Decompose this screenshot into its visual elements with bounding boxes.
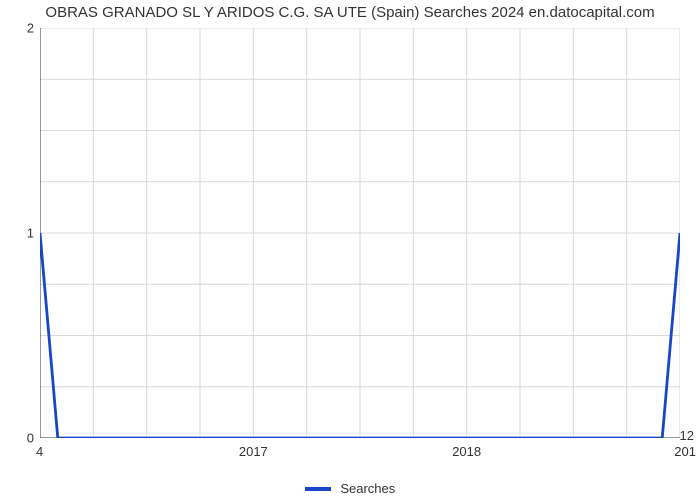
- y-tick-label: 0: [4, 431, 34, 446]
- corner-bottom-right-upper: 12: [680, 428, 694, 443]
- y-tick-label: 2: [4, 21, 34, 36]
- y-tick-label: 1: [4, 226, 34, 241]
- chart-container: { "chart": { "type": "line", "title": "O…: [0, 0, 700, 500]
- corner-bottom-left: 4: [36, 444, 43, 459]
- legend-swatch: [305, 487, 331, 491]
- legend-label: Searches: [340, 481, 395, 496]
- chart-title: OBRAS GRANADO SL Y ARIDOS C.G. SA UTE (S…: [0, 4, 700, 21]
- grid: [40, 28, 680, 438]
- x-tick-label: 2017: [239, 444, 268, 459]
- x-tick-label: 2018: [452, 444, 481, 459]
- chart-svg: [40, 28, 680, 438]
- corner-bottom-right-lower: 201: [674, 444, 696, 459]
- legend: Searches: [0, 480, 700, 496]
- plot-area: [40, 28, 680, 438]
